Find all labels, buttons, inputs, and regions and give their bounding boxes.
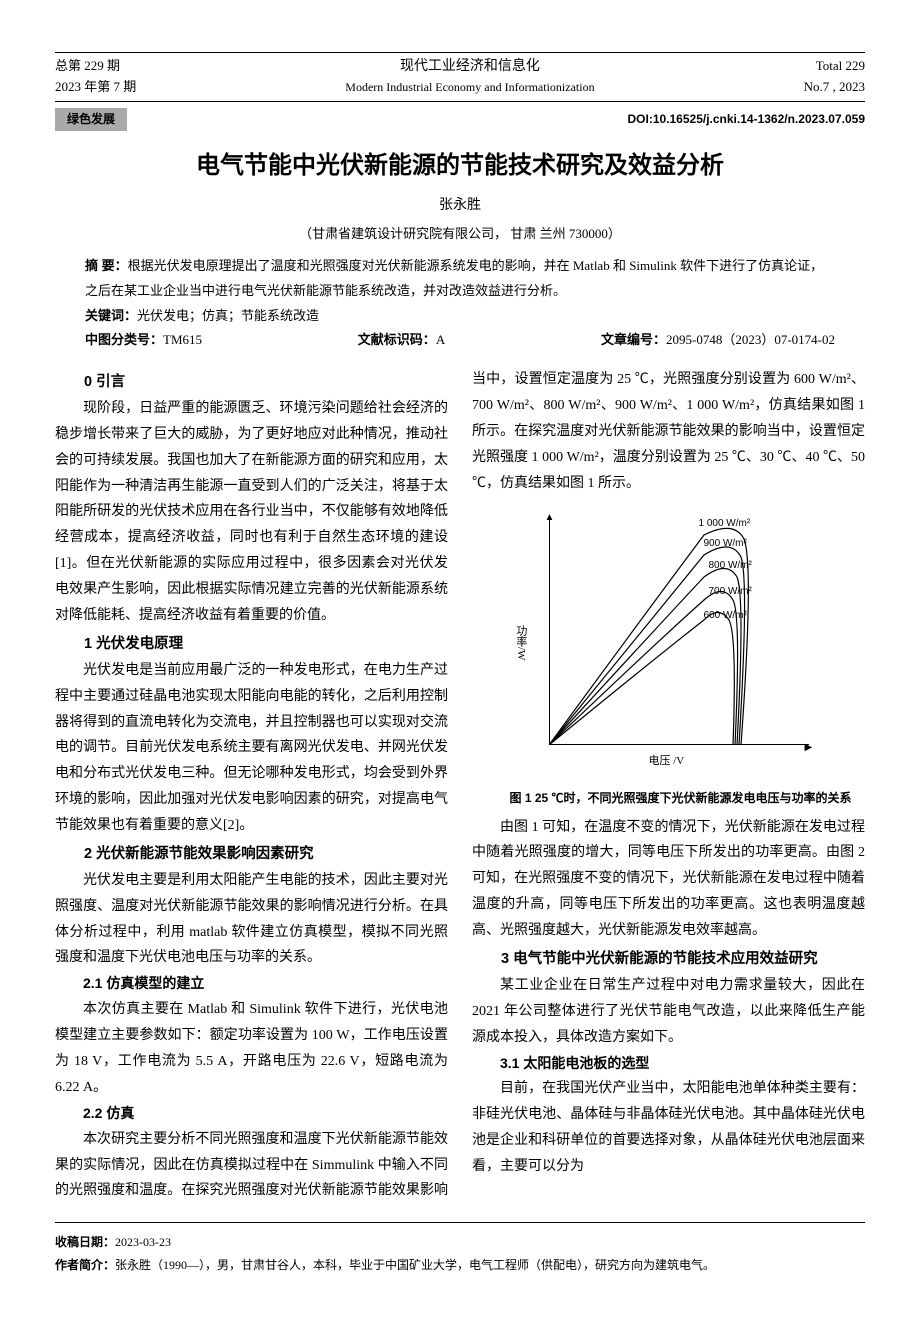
chart-y-label: 功率/W — [511, 625, 531, 660]
chart-curves — [549, 515, 809, 745]
doi: DOI:10.16525/j.cnki.14-1362/n.2023.07.05… — [628, 110, 866, 129]
footer-info: 收稿日期：2023-03-23 作者简介：张永胜（1990—），男，甘肃甘谷人，… — [55, 1231, 865, 1277]
sec3-heading: 3 电气节能中光伏新能源的节能技术应用效益研究 — [472, 946, 865, 973]
sec3-p1: 某工业企业在日常生产过程中对电力需求量较大，因此在 2021 年公司整体进行了光… — [472, 973, 865, 1051]
issue-no: 2023 年第 7 期 — [55, 77, 136, 98]
author: 张永胜 — [55, 195, 865, 217]
doc-code-label: 文献标识码： — [358, 332, 436, 347]
sec2-heading: 2 光伏新能源节能效果影响因素研究 — [55, 841, 448, 868]
curve-label-3: 700 W/m² — [709, 583, 752, 602]
total-right: Total 229 — [804, 56, 865, 77]
curve-label-4: 600 W/m² — [704, 607, 747, 626]
sec22-heading: 2.2 仿真 — [55, 1101, 448, 1127]
journal-cn: 现代工业经济和信息化 — [345, 56, 594, 78]
header-border: 总第 229 期 2023 年第 7 期 现代工业经济和信息化 Modern I… — [55, 52, 865, 102]
sec1-heading: 1 光伏发电原理 — [55, 631, 448, 658]
meta-row-3: 中图分类号：TM615 文献标识码：A 文章编号：2095-0748（2023）… — [85, 328, 835, 353]
clc-label: 中图分类号： — [85, 332, 163, 347]
sec31-p1: 目前，在我国光伏产业当中，太阳能电池单体种类主要有：非硅光伏电池、晶体硅与非晶体… — [472, 1076, 865, 1180]
received-label: 收稿日期： — [55, 1235, 115, 1249]
received-date: 2023-03-23 — [115, 1235, 171, 1249]
sec0-p1: 现阶段，日益严重的能源匮乏、环境污染问题给社会经济的稳步增长带来了巨大的威胁，为… — [55, 396, 448, 629]
doc-code: A — [436, 332, 445, 347]
curve-label-1: 900 W/m² — [704, 535, 747, 554]
issue-total: 总第 229 期 — [55, 56, 136, 77]
journal-en: Modern Industrial Economy and Informatio… — [345, 78, 594, 97]
figure-1: ▲ ▶ 功率/W 电压 /V 1 000 W/m² 900 W/m² 800 W… — [472, 505, 865, 807]
abstract-label: 摘 要： — [85, 258, 128, 273]
sec0-heading: 0 引言 — [55, 369, 448, 396]
keywords-text: 光伏发电；仿真；节能系统改造 — [137, 308, 319, 323]
abstract-text: 根据光伏发电原理提出了温度和光照强度对光伏新能源系统发电的影响，并在 Matla… — [85, 258, 823, 298]
sec21-heading: 2.1 仿真模型的建立 — [55, 971, 448, 997]
keywords-line: 关键词：光伏发电；仿真；节能系统改造 — [85, 304, 835, 329]
sec1-p1: 光伏发电是当前应用最广泛的一种发电形式，在电力生产过程中主要通过硅晶电池实现太阳… — [55, 658, 448, 839]
header-row: 总第 229 期 2023 年第 7 期 现代工业经济和信息化 Modern I… — [55, 56, 865, 98]
sec2-p1: 光伏发电主要是利用太阳能产生电能的技术，因此主要对光照强度、温度对光伏新能源节能… — [55, 868, 448, 972]
abstract-line: 摘 要：根据光伏发电原理提出了温度和光照强度对光伏新能源系统发电的影响，并在 M… — [85, 254, 835, 303]
sec31-heading: 3.1 太阳能电池板的选型 — [472, 1051, 865, 1077]
section-tag: 绿色发展 — [55, 108, 127, 131]
curve-label-0: 1 000 W/m² — [699, 515, 751, 534]
footer-separator — [55, 1222, 865, 1223]
article-no: 2095-0748（2023）07-0174-02 — [666, 332, 835, 347]
keywords-label: 关键词： — [85, 308, 137, 323]
affiliation: （甘肃省建筑设计研究院有限公司， 甘肃 兰州 730000） — [55, 224, 865, 245]
body-columns: 0 引言 现阶段，日益严重的能源匮乏、环境污染问题给社会经济的稳步增长带来了巨大… — [55, 367, 865, 1204]
article-no-label: 文章编号： — [601, 332, 666, 347]
sec21-p1: 本次仿真主要在 Matlab 和 Simulink 软件下进行，光伏电池模型建立… — [55, 997, 448, 1101]
clc: TM615 — [163, 332, 202, 347]
chart-x-label: 电压 /V — [649, 751, 685, 771]
author-bio: 张永胜（1990—），男，甘肃甘谷人，本科，毕业于中国矿业大学，电气工程师（供配… — [115, 1258, 715, 1272]
sec22-p2: 由图 1 可知，在温度不变的情况下，光伏新能源在发电过程中随着光照强度的增大，同… — [472, 815, 865, 944]
author-bio-label: 作者简介： — [55, 1258, 115, 1272]
figure1-caption: 图 1 25 ℃时，不同光照强度下光伏新能源发电电压与功率的关系 — [472, 789, 865, 807]
chart-box: ▲ ▶ 功率/W 电压 /V 1 000 W/m² 900 W/m² 800 W… — [509, 505, 829, 785]
tag-row: 绿色发展 DOI:10.16525/j.cnki.14-1362/n.2023.… — [55, 108, 865, 131]
no-right: No.7 , 2023 — [804, 77, 865, 98]
curve-label-2: 800 W/m² — [709, 557, 752, 576]
meta-block: 摘 要：根据光伏发电原理提出了温度和光照强度对光伏新能源系统发电的影响，并在 M… — [85, 254, 835, 353]
article-title: 电气节能中光伏新能源的节能技术研究及效益分析 — [55, 147, 865, 185]
